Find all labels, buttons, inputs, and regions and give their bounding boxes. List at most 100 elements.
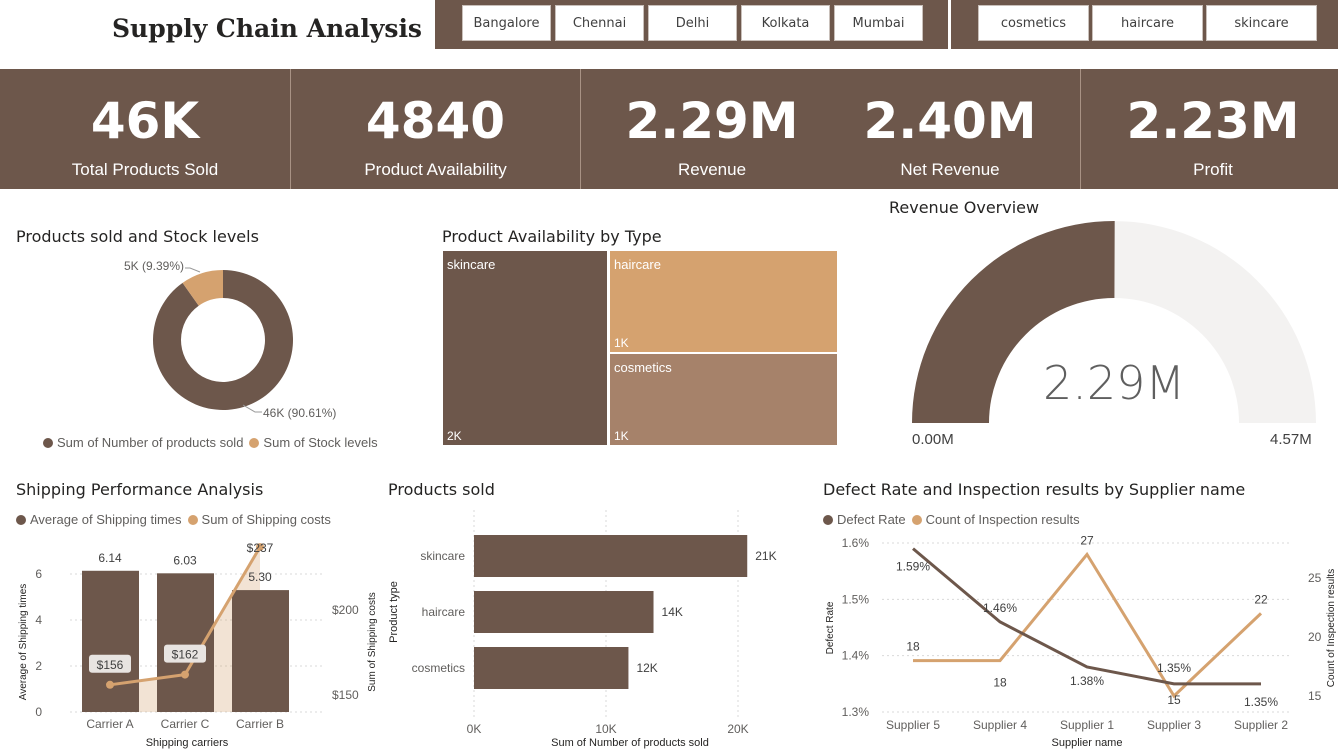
- y-tick-label: cosmetics: [412, 661, 465, 675]
- slicer-city-bangalore[interactable]: Bangalore: [462, 5, 551, 41]
- stock-donut-chart: 46K (90.61%) 5K (9.39%): [124, 259, 336, 420]
- x-tick-label: Supplier 2: [1234, 718, 1288, 732]
- donut-data-label: 5K (9.39%): [124, 259, 184, 273]
- bar-data-label: 21K: [755, 549, 776, 563]
- legend-dot-products-sold: [43, 437, 53, 448]
- gauge-max-label: 4.57M: [1270, 431, 1312, 448]
- kpi-label: Total Products Sold: [71, 160, 219, 179]
- x-axis-title: Shipping carriers: [146, 737, 229, 749]
- leader-line: [242, 404, 262, 413]
- legend-dot-shipping-times: [16, 514, 26, 525]
- y-axis-title: Product type: [388, 581, 400, 643]
- y-tick-label: 4: [35, 613, 42, 627]
- tile-label: cosmetics: [614, 360, 672, 375]
- shipping-cost-point: [106, 680, 114, 689]
- treemap-tile-skincare[interactable]: skincare 2K: [443, 251, 607, 445]
- slicer-city-kolkata[interactable]: Kolkata: [741, 5, 830, 41]
- defect-chart-title: Defect Rate and Inspection results by Su…: [823, 480, 1246, 499]
- bar-data-label: 12K: [636, 661, 657, 675]
- defect-data-label: 1.35%: [1157, 661, 1191, 675]
- kpi-divider: [1080, 69, 1081, 189]
- products-sold-bar: [474, 535, 748, 577]
- x-tick-label: Carrier B: [236, 717, 284, 731]
- slicer-city-chennai[interactable]: Chennai: [555, 5, 644, 41]
- kpi-total-products-sold: 46K Total Products Sold: [0, 69, 290, 189]
- x-tick-label: Carrier A: [86, 717, 133, 731]
- kpi-net-revenue: 2.40M Net Revenue: [830, 69, 1070, 189]
- products-sold-bar-chart: 0K 10K 20K 21K skincare 14K haircare 12K cosmeti…: [388, 510, 777, 749]
- cost-label-box: [89, 654, 131, 673]
- gauge-min-label: 0.00M: [912, 431, 954, 448]
- donut-slice: [152, 270, 293, 410]
- treemap-title: Product Availability by Type: [442, 227, 662, 246]
- kpi-label: Product Availability: [364, 160, 507, 179]
- tile-value: 2K: [447, 429, 462, 443]
- x-tick-label: 0K: [467, 722, 482, 736]
- shipping-cost-point: [256, 543, 264, 552]
- kpi-value: 2.40M: [863, 92, 1037, 150]
- bar-data-label: 5.30: [248, 570, 272, 584]
- treemap-tile-cosmetics[interactable]: cosmetics 1K: [610, 354, 837, 445]
- defect-rate-line: [912, 547, 1261, 686]
- defect-legend: Defect Rate Count of Inspection results: [823, 512, 1080, 527]
- city-slicer: Bangalore Chennai Delhi Kolkata Mumbai: [435, 0, 948, 49]
- products-sold-title: Products sold: [388, 480, 495, 499]
- kpi-value: 4840: [365, 92, 506, 150]
- revenue-gauge: [912, 220, 1316, 423]
- inspection-line: [913, 551, 1263, 699]
- cost-data-label: $162: [172, 648, 199, 662]
- shipping-time-bar: [232, 590, 289, 712]
- y2-tick-label: 25: [1308, 571, 1322, 585]
- slicer-type-haircare[interactable]: haircare: [1092, 5, 1203, 41]
- shipping-chart-title: Shipping Performance Analysis: [16, 480, 264, 499]
- donut-slice: [182, 270, 223, 306]
- y-tick-label: 0: [35, 705, 42, 719]
- y-tick-label: 1.6%: [842, 536, 870, 550]
- kpi-label: Net Revenue: [900, 160, 1000, 179]
- tile-label: skincare: [447, 257, 496, 272]
- legend-label: Defect Rate: [837, 512, 906, 527]
- x-tick-label: Supplier 4: [973, 718, 1027, 732]
- kpi-band: 46K Total Products Sold 4840 Product Ava…: [0, 69, 1338, 189]
- gauge-value: 2.29M: [1042, 356, 1186, 410]
- y-tick-label: 2: [35, 659, 42, 673]
- defect-data-label: 1.35%: [1244, 695, 1278, 709]
- y2-axis-title: Count of Inspection results: [1326, 569, 1337, 687]
- y2-tick-label: $150: [332, 688, 359, 702]
- slicer-city-mumbai[interactable]: Mumbai: [834, 5, 923, 41]
- kpi-value: 46K: [90, 92, 200, 150]
- shipping-cost-point: [181, 670, 189, 679]
- legend-label: Sum of Stock levels: [263, 435, 378, 450]
- tile-label: haircare: [614, 257, 661, 272]
- legend-dot-defect-rate: [823, 514, 833, 525]
- slicer-type-cosmetics[interactable]: cosmetics: [978, 5, 1089, 41]
- slicer-city-delhi[interactable]: Delhi: [648, 5, 737, 41]
- gauge-fill: [912, 220, 1115, 423]
- shipping-combo-chart: 0 2 4 6 $150 $200 6.14 Carrier A 6.03 Carrier C 5.…: [18, 541, 378, 749]
- bar-data-label: 6.14: [98, 551, 122, 565]
- x-tick-label: Supplier 3: [1147, 718, 1201, 732]
- kpi-label: Profit: [1193, 160, 1233, 179]
- y2-axis-title: Sum of Shipping costs: [367, 592, 378, 692]
- tile-value: 1K: [614, 336, 629, 350]
- legend-label: Sum of Shipping costs: [201, 512, 331, 527]
- defect-data-label: 1.46%: [983, 601, 1017, 615]
- gauge-title: Revenue Overview: [889, 198, 1040, 217]
- treemap-tile-haircare[interactable]: haircare 1K: [610, 251, 837, 352]
- legend-label: Sum of Number of products sold: [57, 435, 244, 450]
- slicer-type-skincare[interactable]: skincare: [1206, 5, 1317, 41]
- donut-data-label: 46K (90.61%): [263, 406, 336, 420]
- kpi-product-availability: 4840 Product Availability: [291, 69, 580, 189]
- y-tick-label: 1.3%: [842, 705, 870, 719]
- product-type-slicer: cosmetics haircare skincare: [951, 0, 1338, 49]
- donut-chart-title: Products sold and Stock levels: [16, 227, 259, 246]
- legend-label: Count of Inspection results: [925, 512, 1080, 527]
- y2-tick-label: $200: [332, 603, 359, 617]
- x-tick-label: 10K: [595, 722, 616, 736]
- kpi-divider: [290, 69, 291, 189]
- leader-line: [185, 267, 201, 273]
- kpi-divider: [580, 69, 581, 189]
- cost-label-box: [164, 644, 206, 663]
- defect-data-label: 1.59%: [896, 560, 930, 574]
- x-tick-label: Supplier 1: [1060, 718, 1114, 732]
